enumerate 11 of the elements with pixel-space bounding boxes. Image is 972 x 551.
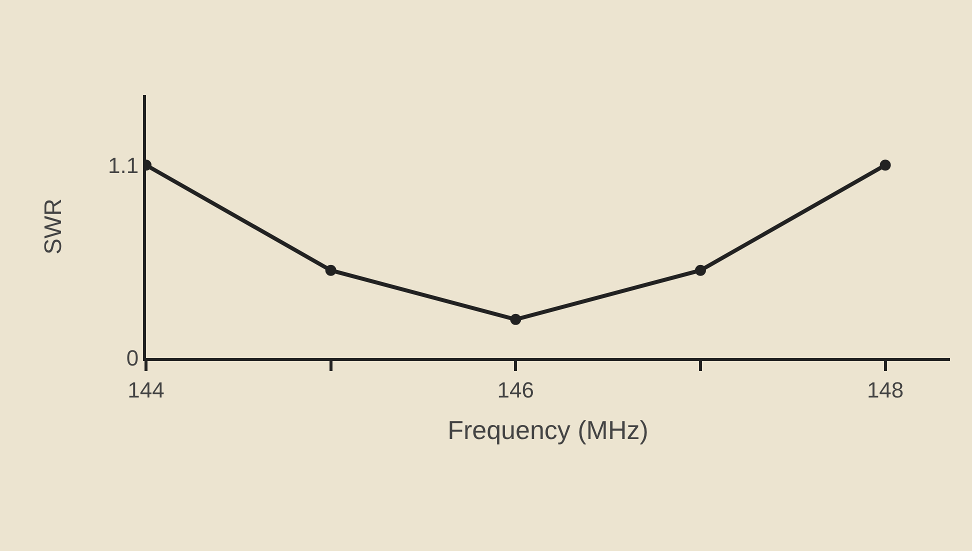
point <box>325 264 336 276</box>
x-tick-label: 148 <box>866 377 904 402</box>
y-axis-title: SWR <box>40 198 68 254</box>
x-axis-title: Frequency (MHz) <box>448 415 648 446</box>
x-tick-label: 146 <box>497 377 534 402</box>
x-tick-label: 144 <box>128 377 164 402</box>
point <box>510 314 522 325</box>
y-tick-label: 0 <box>126 346 139 371</box>
point <box>880 160 891 171</box>
point <box>694 264 706 276</box>
y-tick-label: 1.1 <box>108 152 139 178</box>
